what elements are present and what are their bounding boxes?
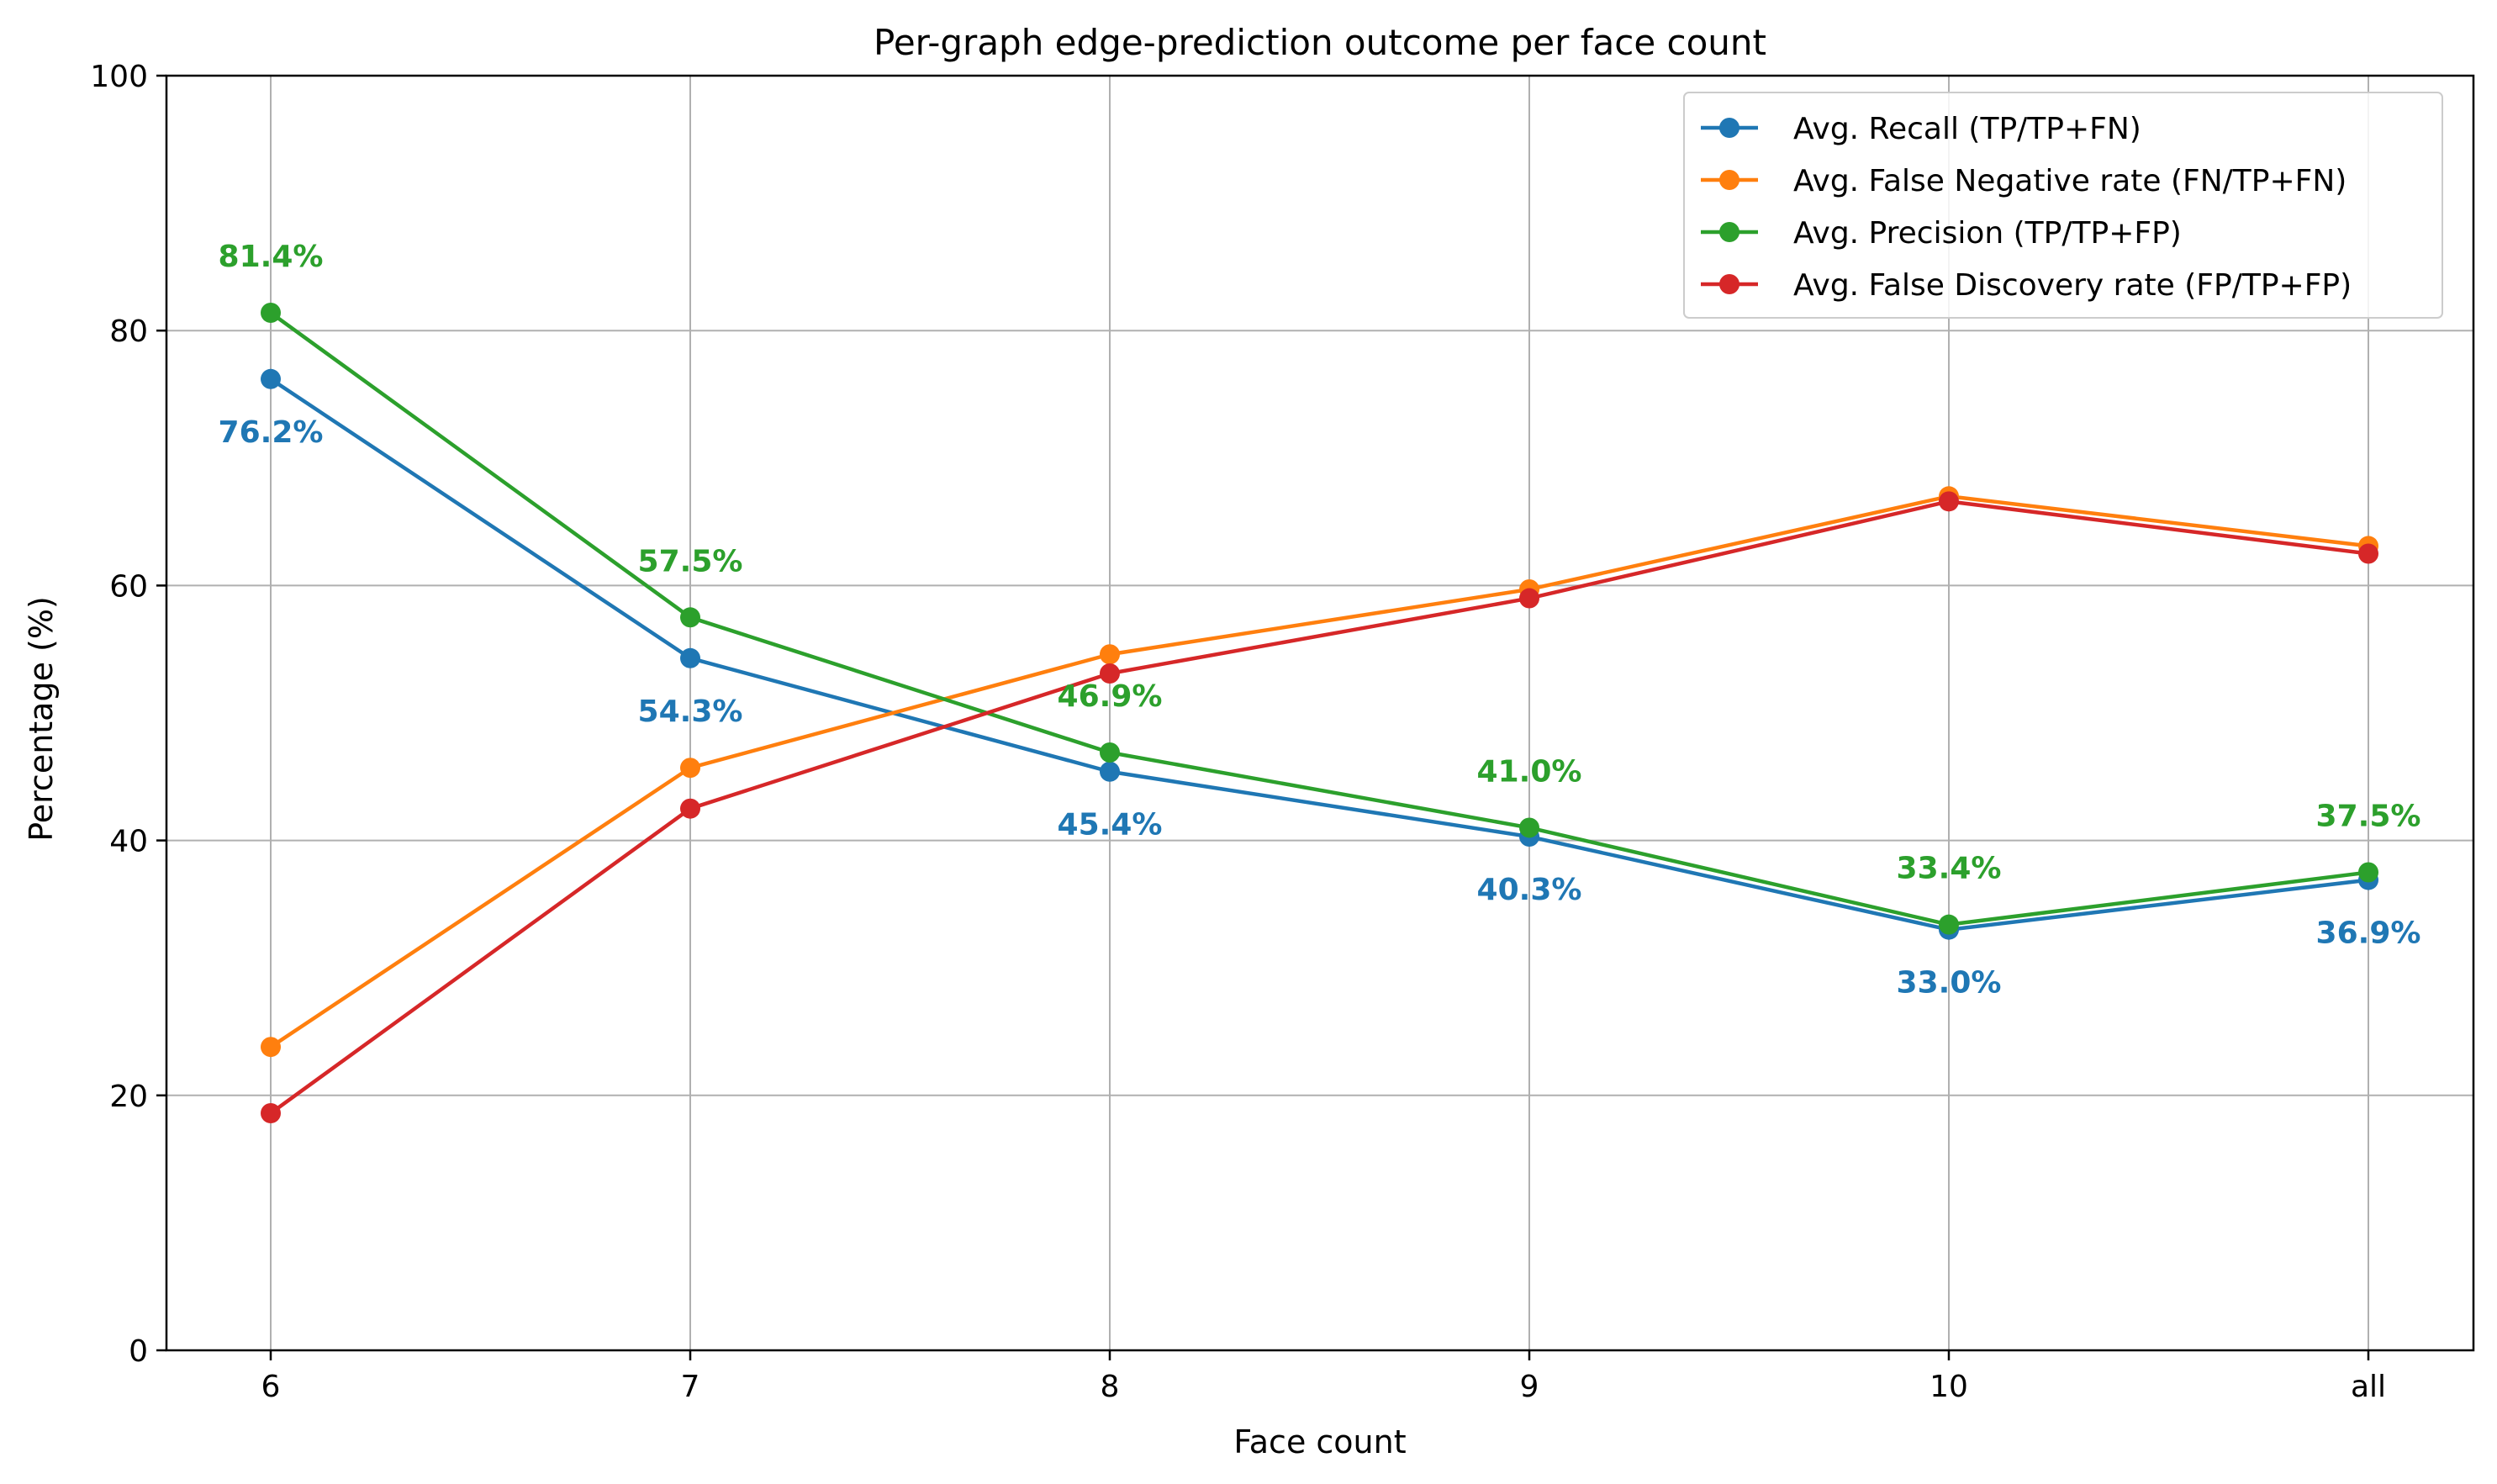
- data-point-s3-all: [2358, 543, 2378, 564]
- data-point-s3-9: [1519, 588, 1539, 609]
- data-point-s2-all: [2358, 862, 2378, 883]
- y-axis-label: Percentage (%): [23, 596, 60, 842]
- data-point-s3-7: [680, 798, 700, 819]
- data-label-s0-6: 76.2%: [219, 415, 324, 450]
- data-point-s1-8: [1100, 644, 1120, 665]
- legend-marker-0: [1719, 118, 1739, 138]
- x-tick-label-9: 9: [1520, 1370, 1539, 1404]
- data-label-s0-all: 36.9%: [2316, 916, 2421, 951]
- plot-frame: [165, 74, 2475, 1352]
- data-point-s2-10: [1939, 914, 1959, 935]
- data-point-s3-6: [261, 1103, 281, 1124]
- x-axis-label: Face count: [1233, 1423, 1406, 1460]
- legend: Avg. Recall (TP/TP+FN) Avg. False Negativ…: [1683, 92, 2443, 319]
- series-line-1: [269, 494, 2369, 1049]
- y-tick-label-40: 40: [109, 825, 148, 859]
- data-labels-layer: 76.2% 54.3% 45.4% 40.3% 33.0% 36.9% 81.4% 57.5%…: [219, 240, 2421, 1001]
- data-label-s2-10: 33.4%: [1897, 852, 2002, 886]
- legend-marker-2: [1719, 222, 1739, 242]
- axes-layer: 6 7 8 9 10 all 0 20 40 60 80 100: [90, 60, 2475, 1404]
- data-point-s2-8: [1100, 742, 1120, 763]
- data-label-s0-9: 40.3%: [1477, 873, 1582, 907]
- data-point-s3-10: [1939, 491, 1959, 512]
- data-point-s2-6: [261, 302, 281, 323]
- legend-entry-0: Avg. Recall (TP/TP+FN): [1793, 112, 2141, 146]
- legend-marker-3: [1719, 274, 1739, 294]
- legend-entry-1: Avg. False Negative rate (FN/TP+FN): [1793, 164, 2347, 198]
- x-tick-label-all: all: [2351, 1370, 2386, 1404]
- series-line-2: [269, 311, 2369, 927]
- data-label-s2-6: 81.4%: [219, 240, 324, 274]
- x-tick-label-10: 10: [1930, 1370, 1968, 1404]
- x-tick-label-6: 6: [261, 1370, 281, 1404]
- data-point-s2-7: [680, 607, 700, 628]
- data-label-s0-10: 33.0%: [1897, 966, 2002, 1001]
- data-label-s2-8: 46.9%: [1058, 679, 1163, 714]
- data-label-s2-all: 37.5%: [2316, 800, 2421, 834]
- series-line-3: [269, 499, 2369, 1115]
- y-tick-label-20: 20: [109, 1080, 148, 1114]
- data-point-s0-8: [1100, 761, 1120, 782]
- data-point-s2-9: [1519, 817, 1539, 838]
- legend-box: [1683, 92, 2443, 319]
- y-tick-label-80: 80: [109, 314, 148, 349]
- legend-entry-2: Avg. Precision (TP/TP+FP): [1793, 216, 2182, 251]
- x-tick-label-7: 7: [681, 1370, 700, 1404]
- chart-title: Per-graph edge-prediction outcome per fa…: [874, 22, 1766, 63]
- legend-entry-3: Avg. False Discovery rate (FP/TP+FP): [1793, 268, 2352, 303]
- data-point-s0-6: [261, 368, 281, 389]
- series-layer: [261, 302, 2378, 1124]
- data-point-s3-8: [1100, 663, 1120, 684]
- series-line-0: [269, 377, 2369, 932]
- data-point-s1-6: [261, 1037, 281, 1058]
- legend-marker-1: [1719, 170, 1739, 190]
- y-tick-label-100: 100: [90, 60, 148, 94]
- data-label-s2-9: 41.0%: [1477, 754, 1582, 789]
- data-point-s1-7: [680, 758, 700, 779]
- data-label-s0-8: 45.4%: [1058, 808, 1163, 842]
- data-label-s0-7: 54.3%: [638, 694, 743, 729]
- x-tick-label-8: 8: [1101, 1370, 1120, 1404]
- y-tick-label-60: 60: [109, 569, 148, 604]
- data-point-s0-7: [680, 647, 700, 668]
- y-tick-label-0: 0: [129, 1334, 148, 1369]
- data-label-s2-7: 57.5%: [638, 544, 743, 578]
